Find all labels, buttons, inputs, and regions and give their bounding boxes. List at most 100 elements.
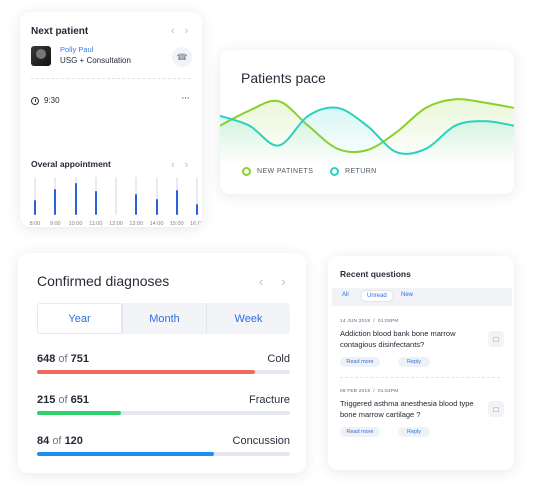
bar-track (74, 177, 77, 215)
read-more-button[interactable]: Read more (340, 427, 380, 437)
appointment-bar-chart (31, 177, 201, 217)
bar-tick-label: 8:00 (29, 221, 41, 227)
diagnoses-title: Confirmed diagnoses (37, 273, 170, 289)
question-text: Triggered asthma anesthesia blood type b… (340, 399, 474, 419)
chevron-left-icon[interactable]: ‹ (171, 25, 175, 37)
patient-service: USG + Consultation (60, 56, 131, 65)
recent-questions-card: Recent questions All Unread New 14 JUN 2… (328, 256, 514, 470)
question-item: 06 FEB 2019 / 01:54PM Triggered asthma a… (340, 389, 508, 441)
legend-dot-icon (330, 167, 339, 176)
bar-14:00 (155, 199, 158, 215)
question-filters: All Unread New (332, 288, 512, 306)
bar-track (54, 177, 57, 215)
diagnoses-nav: ‹ › (259, 274, 286, 289)
diagnosis-total: 751 (70, 353, 90, 365)
diagnosis-progress-track (37, 370, 290, 374)
read-more-button[interactable]: Read more (340, 357, 380, 367)
question-date: 14 JUN 2019 (340, 319, 371, 324)
question-time: 01:05PM (377, 319, 399, 324)
chat-icon[interactable]: □ (488, 401, 504, 417)
diagnosis-total: 651 (70, 394, 90, 406)
of-word: of (58, 353, 68, 365)
diagnosis-progress-track (37, 411, 290, 415)
bar-11:00 (94, 191, 97, 215)
filter-unread[interactable]: Unread (360, 290, 394, 302)
bar-8:00 (34, 199, 36, 215)
diagnosis-total: 120 (64, 435, 83, 447)
appointment-nav: ‹ › (171, 159, 188, 171)
phone-icon[interactable]: ☎ (172, 47, 192, 67)
bar-tick-label: 16:00 (190, 221, 202, 227)
clock-icon (31, 97, 39, 105)
diagnosis-confirmed: 215 (37, 394, 56, 406)
of-word: of (52, 435, 62, 447)
filter-new[interactable]: New (401, 292, 414, 298)
bar-16:00 (196, 203, 198, 215)
reply-button[interactable]: Reply (398, 427, 430, 437)
chat-icon[interactable]: □ (488, 331, 504, 347)
diagnosis-count: 215 of 651 (37, 394, 89, 406)
series-line-1 (220, 106, 514, 155)
legend-dot-icon (242, 167, 251, 176)
diagnosis-progress-fill (37, 411, 121, 415)
legend-new-patients: NEW PATINETS (242, 167, 313, 176)
series-area-1 (220, 107, 514, 164)
patient-name[interactable]: Polly Paul (60, 45, 94, 54)
bar-track (94, 177, 97, 215)
diagnosis-progress-track (37, 452, 290, 456)
legend-label: NEW PATINETS (257, 168, 314, 175)
tab-month[interactable]: Month (122, 303, 206, 334)
legend-label: RETURN (345, 168, 377, 175)
chevron-right-icon[interactable]: › (281, 274, 286, 289)
bar-13:00 (135, 194, 138, 215)
diagnosis-name: Concussion (232, 435, 290, 447)
bar-track (135, 177, 138, 215)
diagnosis-count: 84 of 120 (37, 435, 83, 447)
divider (31, 78, 191, 79)
diagnosis-confirmed: 84 (37, 435, 50, 447)
reply-button[interactable]: Reply (398, 357, 430, 367)
divider (340, 377, 500, 378)
diagnosis-confirmed: 648 (37, 353, 56, 365)
chevron-left-icon[interactable]: ‹ (259, 274, 264, 289)
diagnosis-name: Fracture (249, 394, 290, 406)
confirmed-diagnoses-card: Confirmed diagnoses ‹ › Year Month Week … (18, 253, 306, 473)
question-item: 14 JUN 2019 / 01:05PM Addiction blood ba… (340, 319, 508, 371)
bar-15:00 (175, 189, 178, 215)
bar-9:00 (54, 189, 57, 215)
patients-pace-title: Patients pace (241, 70, 326, 86)
diagnosis-progress-fill (37, 370, 256, 374)
bar-tick-label: 14:00 (149, 221, 164, 227)
diagnosis-progress-fill (37, 452, 215, 456)
chevron-right-icon[interactable]: › (184, 25, 189, 37)
question-meta: 06 FEB 2019 / 01:54PM (340, 389, 399, 394)
bar-tick-label: 9:00 (49, 221, 61, 227)
next-patient-nav: ‹ › (171, 25, 188, 37)
bar-track (196, 177, 198, 215)
question-date: 06 FEB 2019 (340, 389, 371, 394)
more-options-icon[interactable]: ··· (181, 92, 190, 104)
bar-10:00 (74, 182, 77, 215)
bar-track (175, 177, 178, 215)
avatar (31, 46, 51, 66)
bar-tick-label: 12:00 (109, 221, 123, 227)
tab-week[interactable]: Week (206, 303, 290, 334)
appointment-title: Overal appointment (31, 159, 111, 169)
of-word: of (58, 394, 68, 406)
filter-all[interactable]: All (342, 292, 349, 298)
bar-tick-label: 15:00 (169, 221, 184, 227)
period-tabs: Year Month Week (37, 303, 290, 334)
patients-pace-card: Patients pace NEW PATINETS RETURN (220, 50, 514, 194)
bar-tick-label: 11:00 (89, 221, 103, 227)
legend-return: RETURN (330, 167, 377, 176)
recent-questions-title: Recent questions (340, 269, 411, 279)
bar-track (115, 177, 117, 215)
bar-track (34, 177, 36, 215)
appointment-axis-labels: 8:00 9:00 10:00 11:00 12:00 13:00 14:00 15:00 16… (20, 221, 202, 227)
tab-year[interactable]: Year (37, 303, 122, 334)
chevron-right-icon[interactable]: › (184, 159, 189, 171)
next-patient-card: Next patient ‹ › Polly Paul USG + Consul… (20, 12, 202, 227)
chevron-left-icon[interactable]: ‹ (171, 159, 175, 171)
next-patient-title: Next patient (31, 26, 89, 37)
diagnosis-name: Cold (267, 353, 290, 365)
